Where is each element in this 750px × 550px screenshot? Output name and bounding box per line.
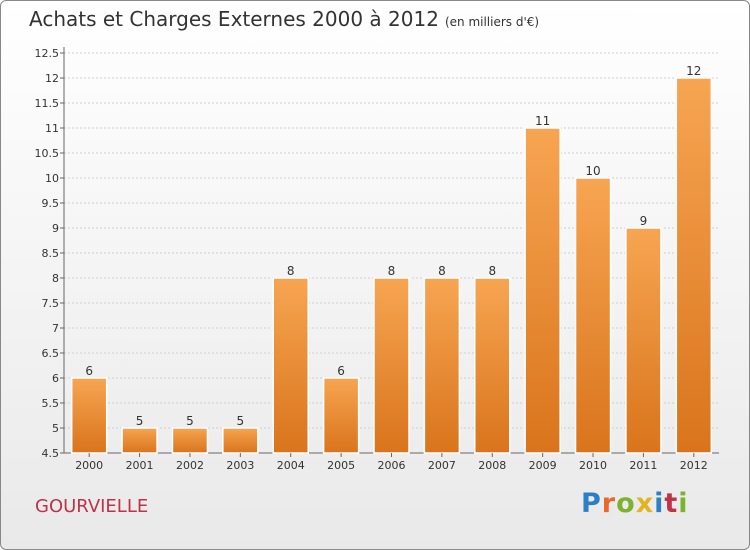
x-tick-label-2003: 2003 <box>226 459 254 472</box>
y-tick-label: 12 <box>45 72 59 85</box>
y-tick-label: 8.5 <box>42 247 60 260</box>
bar-2012 <box>675 77 713 454</box>
y-tick-label: 7 <box>52 322 59 335</box>
bar-2002 <box>171 427 209 454</box>
y-tick-label: 11 <box>45 122 59 135</box>
y-tick-label: 9 <box>52 222 59 235</box>
y-tick-label: 10.5 <box>35 147 60 160</box>
y-tick-label: 12.5 <box>35 47 60 60</box>
data-label-2003: 5 <box>237 414 245 428</box>
bar-2007 <box>423 277 461 454</box>
chart-title: Achats et Charges Externes 2000 à 2012 (e… <box>29 7 539 31</box>
x-tick-label-2007: 2007 <box>428 459 456 472</box>
data-label-2004: 8 <box>287 264 295 278</box>
town-name: GOURVIELLE <box>35 496 149 517</box>
x-tick-label-2009: 2009 <box>529 459 557 472</box>
data-label-2007: 8 <box>438 264 446 278</box>
bar-2010 <box>574 177 612 454</box>
bar-2005 <box>322 377 360 454</box>
data-label-2012: 12 <box>686 64 701 78</box>
x-tick-label-2010: 2010 <box>579 459 607 472</box>
y-tick-label: 6.5 <box>42 347 60 360</box>
data-label-2008: 8 <box>488 264 496 278</box>
proxiti-logo: Proxiti <box>581 488 689 519</box>
y-tick-label: 8 <box>52 272 59 285</box>
bar-2008 <box>474 277 511 454</box>
y-tick-label: 5.5 <box>42 397 60 410</box>
bar-2000 <box>70 377 108 454</box>
y-tick-label: 6 <box>52 372 59 385</box>
data-label-2005: 6 <box>337 364 345 378</box>
data-label-2009: 11 <box>535 114 550 128</box>
bar-2006 <box>373 277 410 454</box>
y-tick-label: 5 <box>52 422 59 435</box>
chart-title-text: Achats et Charges Externes 2000 à 2012 <box>29 7 439 31</box>
x-tick-label-2008: 2008 <box>478 459 506 472</box>
y-tick-label: 9.5 <box>42 197 60 210</box>
x-tick-label-2002: 2002 <box>176 459 204 472</box>
x-tick-label-2012: 2012 <box>680 459 708 472</box>
x-tick-label-2000: 2000 <box>75 459 103 472</box>
x-tick-label-2001: 2001 <box>126 459 154 472</box>
data-label-2002: 5 <box>186 414 194 428</box>
data-label-2006: 8 <box>388 264 396 278</box>
x-tick-label-2004: 2004 <box>277 459 305 472</box>
y-tick-label: 11.5 <box>35 97 60 110</box>
y-tick-label: 4.5 <box>42 447 60 460</box>
bar-2004 <box>272 277 309 454</box>
data-label-2000: 6 <box>85 364 93 378</box>
chart-unit: (en milliers d'€) <box>444 15 540 29</box>
x-tick-label-2006: 2006 <box>378 459 406 472</box>
data-label-2010: 10 <box>585 164 600 178</box>
data-label-2011: 9 <box>640 214 648 228</box>
bar-2003 <box>222 427 259 454</box>
y-tick-label: 7.5 <box>42 297 60 310</box>
data-label-2001: 5 <box>136 414 144 428</box>
y-tick-label: 10 <box>45 172 59 185</box>
bar-2011 <box>625 227 662 454</box>
bar-2009 <box>524 127 561 454</box>
bar-2001 <box>121 427 158 454</box>
x-tick-label-2011: 2011 <box>629 459 657 472</box>
x-tick-label-2005: 2005 <box>327 459 355 472</box>
